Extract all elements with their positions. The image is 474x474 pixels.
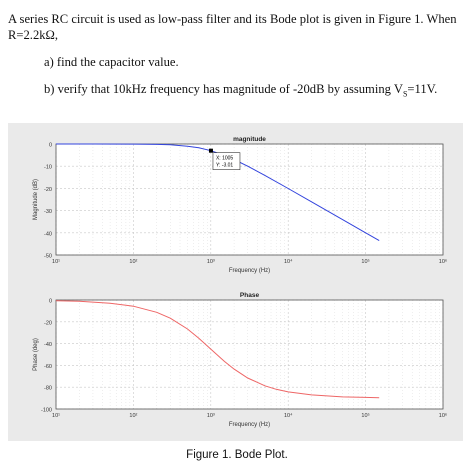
question-part-b: b) verify that 10kHz frequency has magni… <box>44 82 437 99</box>
magnitude-x-tick-label: 10² <box>129 259 137 265</box>
phase-axes-box <box>55 299 444 410</box>
magnitude-ylabel: Magnitude (dB) <box>33 179 39 220</box>
phase-plot-area <box>56 300 443 409</box>
part-b-subscript: S <box>402 89 408 99</box>
question-intro-line-2: R=2.2kΩ, <box>8 28 59 42</box>
magnitude-y-tick-label: -20 <box>44 187 52 193</box>
bode-figure: 0 -10 -20 -30 -40 -50 10¹ 10² 10³ 10⁴ 10⁵ 10⁶ magnit… <box>8 123 463 441</box>
phase-y-tick-label: -100 <box>41 408 52 414</box>
magnitude-xlabel: Frequency (Hz) <box>229 268 270 274</box>
magnitude-x-tick-label: 10⁶ <box>439 258 447 265</box>
magnitude-y-tick-label: -40 <box>44 231 52 237</box>
magnitude-y-tick-label: 0 <box>49 143 52 149</box>
phase-y-tick-label: -40 <box>44 342 52 348</box>
phase-xlabel: Frequency (Hz) <box>229 422 270 428</box>
question-intro-line-1: A series RC circuit is used as low-pass … <box>8 12 457 26</box>
phase-series-line <box>55 300 380 399</box>
phase-y-tick-label: -60 <box>44 364 52 370</box>
magnitude-title: magnitude <box>233 136 266 143</box>
magnitude-y-tick-label: -10 <box>44 165 52 171</box>
phase-y-tick-label: -80 <box>44 386 52 392</box>
phase-ylabel: Phase (deg) <box>33 338 39 371</box>
magnitude-y-tick-label: -30 <box>44 209 52 215</box>
datatip-x-label: X: 1005 <box>216 156 233 162</box>
phase-y-tick-label: 0 <box>49 299 52 305</box>
phase-x-tick-label: 10⁵ <box>361 412 369 419</box>
datatip-y-label: Y: -3.01 <box>216 163 233 169</box>
part-b-prefix: b) verify that 10kHz frequency has magni… <box>44 82 403 96</box>
phase-y-tick-label: -20 <box>44 320 52 326</box>
phase-x-tick-label: 10¹ <box>52 413 60 419</box>
phase-x-tick-label: 10³ <box>207 413 215 419</box>
magnitude-x-tick-label: 10⁴ <box>284 258 293 265</box>
datatip-box <box>212 152 241 170</box>
phase-title: Phase <box>240 292 260 299</box>
phase-x-tick-label: 10⁴ <box>284 412 293 419</box>
part-b-suffix: =11V. <box>407 82 438 96</box>
magnitude-x-tick-label: 10⁵ <box>361 258 369 265</box>
phase-x-tick-label: 10² <box>129 413 137 419</box>
figure-caption: Figure 1. Bode Plot. <box>186 449 288 461</box>
magnitude-axes-box <box>55 143 444 256</box>
magnitude-x-tick-label: 10³ <box>207 259 215 265</box>
question-part-a: a) find the capacitor value. <box>44 55 179 69</box>
magnitude-y-tick-label: -50 <box>44 254 52 260</box>
phase-x-tick-label: 10⁶ <box>439 412 447 419</box>
magnitude-plot-area <box>56 144 443 255</box>
datatip-marker <box>208 148 213 153</box>
magnitude-x-tick-label: 10¹ <box>52 259 60 265</box>
